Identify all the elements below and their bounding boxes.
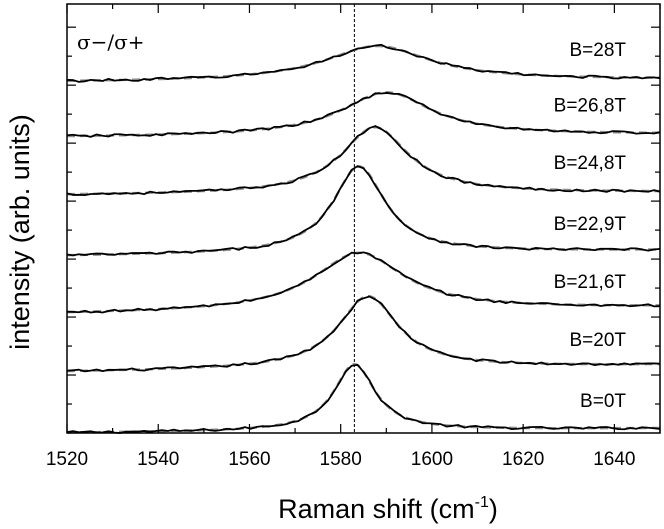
x-tick-label: 1620: [502, 449, 544, 470]
measured-curve-6: [66, 92, 661, 138]
x-axis-title: Raman shift (cm-1): [278, 494, 498, 524]
measured-curve-2: [66, 295, 661, 373]
x-axis-title-superscript: -1: [475, 494, 489, 511]
x-tick-label: 1600: [411, 449, 453, 470]
x-tick-label: 1640: [593, 449, 635, 470]
series-label-3: B=21,6T: [554, 272, 627, 293]
x-axis-title-close: ): [489, 494, 498, 524]
series-label-5: B=24,8T: [554, 153, 627, 174]
measured-curve-4: [66, 165, 661, 257]
series-label-1: B=0T: [580, 391, 626, 412]
series-label-7: B=28T: [569, 40, 626, 61]
measured-curve-5: [66, 125, 661, 196]
measured-curve-3: [66, 251, 661, 314]
x-tick-label: 1560: [228, 449, 270, 470]
x-tick-label: 1520: [46, 449, 88, 470]
polarization-annotation: σ−/σ+: [77, 30, 145, 54]
axes: 1520 1540 1560 1580 1600 1620 1640: [46, 3, 661, 470]
series-label-4: B=22,9T: [554, 214, 627, 235]
measured-curve-1: [66, 363, 661, 434]
plot-frame: [66, 3, 661, 434]
plot-area: B=0T B=20T B=21,6T B=22,9T B=24,8T B=26,8T B=2…: [66, 4, 661, 434]
y-axis-title: intensity (arb. units): [5, 114, 35, 350]
series-label-2: B=20T: [569, 330, 626, 351]
fit-curve-4: [66, 165, 661, 257]
measured-curve-7: [66, 43, 661, 83]
x-tick-label: 1540: [137, 449, 179, 470]
series-label-6: B=26,8T: [554, 95, 627, 116]
fit-curve-1: [66, 362, 661, 434]
x-axis-title-main: Raman shift (cm: [278, 494, 475, 524]
x-tick-label: 1580: [320, 449, 362, 470]
